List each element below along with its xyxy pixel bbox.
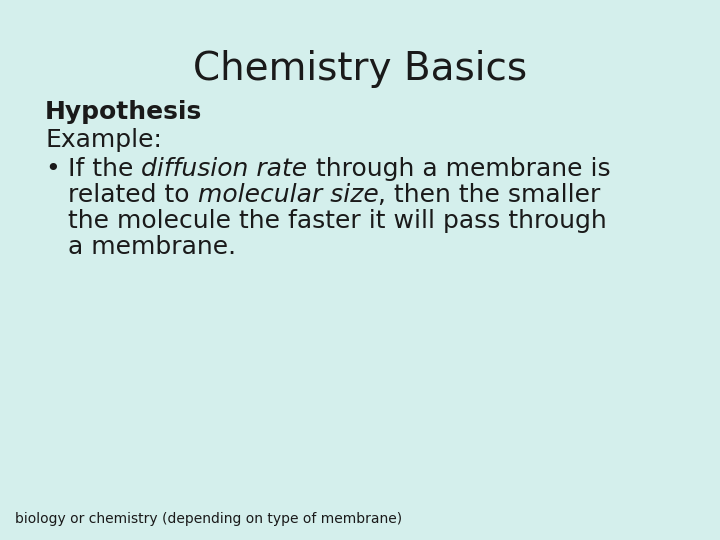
Text: Hypothesis: Hypothesis [45, 100, 202, 124]
Text: Example:: Example: [45, 128, 162, 152]
Text: molecular size: molecular size [197, 183, 378, 207]
Text: Chemistry Basics: Chemistry Basics [193, 50, 527, 88]
Text: diffusion rate: diffusion rate [141, 157, 307, 181]
Text: the molecule the faster it will pass through: the molecule the faster it will pass thr… [68, 209, 607, 233]
Text: biology or chemistry (depending on type of membrane): biology or chemistry (depending on type … [15, 512, 402, 526]
Text: •: • [45, 157, 60, 181]
Text: If the: If the [68, 157, 141, 181]
Text: a membrane.: a membrane. [68, 235, 236, 259]
Text: through a membrane is: through a membrane is [307, 157, 610, 181]
Text: , then the smaller: , then the smaller [378, 183, 600, 207]
Text: related to: related to [68, 183, 197, 207]
